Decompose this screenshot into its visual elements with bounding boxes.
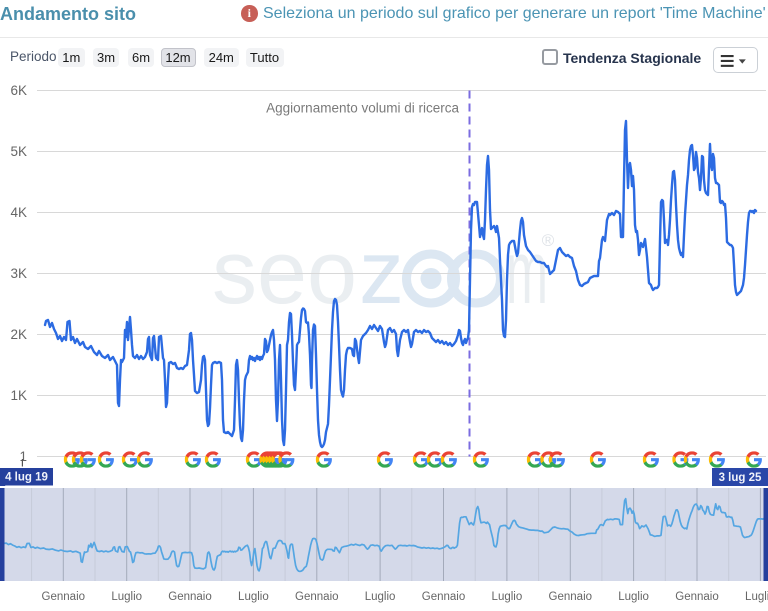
svg-text:m: m bbox=[506, 223, 548, 323]
svg-text:®: ® bbox=[542, 231, 555, 250]
svg-text:Gennaio: Gennaio bbox=[675, 591, 718, 603]
svg-text:Gennaio: Gennaio bbox=[422, 591, 465, 603]
svg-text:4 lug 19: 4 lug 19 bbox=[5, 472, 48, 484]
svg-text:Gennaio: Gennaio bbox=[168, 591, 211, 603]
svg-text:Luglio: Luglio bbox=[238, 591, 269, 603]
svg-text:Luglio: Luglio bbox=[111, 591, 142, 603]
svg-text:Luglio: Luglio bbox=[492, 591, 523, 603]
svg-text:Aggiornamento volumi di ricerc: Aggiornamento volumi di ricerca bbox=[266, 101, 459, 116]
svg-text:Gennaio: Gennaio bbox=[295, 591, 338, 603]
svg-text:Luglio: Luglio bbox=[618, 591, 649, 603]
svg-text:Luglio: Luglio bbox=[365, 591, 396, 603]
svg-text:6K: 6K bbox=[10, 83, 27, 98]
svg-text:3 lug 25: 3 lug 25 bbox=[719, 472, 762, 484]
svg-text:Gennaio: Gennaio bbox=[42, 591, 85, 603]
svg-text:Luglio: Luglio bbox=[745, 591, 768, 603]
svg-text:4K: 4K bbox=[10, 205, 27, 220]
svg-text:Gennaio: Gennaio bbox=[549, 591, 592, 603]
svg-text:1: 1 bbox=[19, 449, 27, 464]
svg-text:5K: 5K bbox=[10, 144, 27, 159]
svg-text:3K: 3K bbox=[10, 266, 27, 281]
svg-text:2K: 2K bbox=[10, 327, 27, 342]
svg-text:1K: 1K bbox=[10, 388, 27, 403]
